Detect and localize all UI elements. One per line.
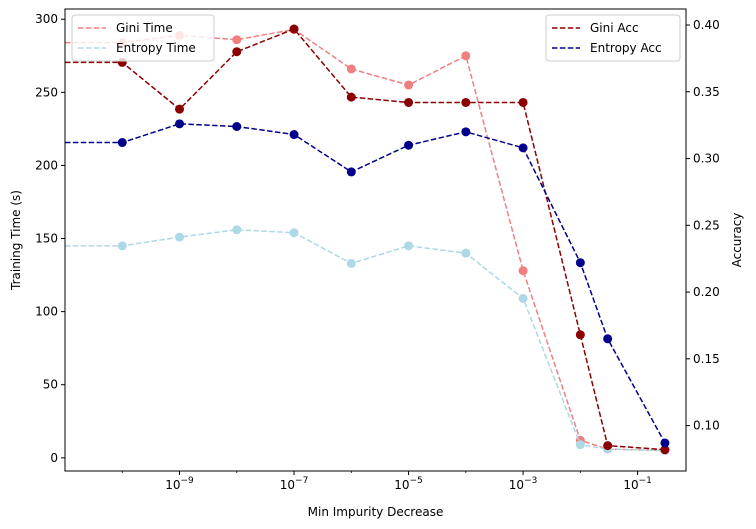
data-point-entropy-time (289, 228, 299, 238)
data-point-gini-time (346, 64, 356, 74)
data-point-entropy-time (575, 440, 585, 450)
data-point-entropy-time (518, 293, 528, 303)
data-point-entropy-acc (289, 130, 299, 140)
data-point-gini-time (404, 80, 414, 90)
x-tick-label: 10−5 (394, 476, 423, 492)
data-point-gini-acc (603, 441, 613, 451)
legend-frame (545, 14, 681, 62)
x-tick-label: 10−1 (623, 476, 652, 492)
y-right-tick-label: 0.30 (693, 152, 720, 166)
legend-frame (71, 14, 215, 62)
y-left-tick-label: 100 (35, 305, 58, 319)
data-point-gini-acc (660, 445, 670, 455)
y-left-tick-label: 300 (35, 12, 58, 26)
series-gini-acc (65, 24, 670, 455)
data-point-gini-acc (232, 47, 242, 57)
y-left-tick-label: 0 (50, 451, 58, 465)
data-point-gini-time (518, 266, 528, 276)
data-point-entropy-time (461, 248, 471, 258)
x-tick-label: 10−3 (509, 476, 538, 492)
legend-label: Entropy Time (116, 41, 196, 55)
data-point-entropy-acc (117, 138, 127, 148)
data-point-entropy-acc (603, 334, 613, 344)
y-axis-right-label: Accuracy (730, 213, 744, 268)
series-entropy-acc (65, 119, 670, 448)
data-point-entropy-time (175, 232, 185, 242)
y-right-tick-label: 0.10 (693, 419, 720, 433)
data-point-entropy-time (404, 241, 414, 251)
data-point-entropy-time (117, 241, 127, 251)
data-point-entropy-time (346, 258, 356, 268)
data-point-entropy-acc (232, 122, 242, 131)
data-point-entropy-acc (518, 143, 528, 153)
data-point-gini-acc (175, 104, 185, 114)
data-point-gini-acc (346, 92, 356, 102)
data-point-entropy-acc (404, 140, 414, 150)
series-line-entropy-time (65, 229, 665, 452)
series-line-entropy-acc (65, 123, 666, 444)
x-axis-label: Min Impurity Decrease (308, 505, 444, 519)
legend-upper-right: Gini Acc Entropy Acc (545, 14, 681, 62)
plot-frame (64, 8, 687, 472)
y-right-tick-label: 0.40 (693, 18, 720, 32)
data-point-gini-acc (575, 330, 585, 340)
x-tick-label: 10−7 (280, 476, 309, 492)
y-left-tick-label: 150 (35, 232, 58, 246)
y-right-tick-label: 0.25 (693, 218, 720, 232)
data-point-entropy-time (232, 225, 242, 235)
data-point-entropy-acc (346, 167, 356, 177)
data-point-entropy-acc (461, 127, 471, 137)
data-point-gini-time (461, 51, 471, 61)
axes-layer: 10−9 10−7 10−5 10−3 10−1 0 50 100 150 200 250 300 0.… (35, 12, 720, 492)
series-line-gini-acc (65, 28, 665, 451)
legend-label: Gini Time (116, 21, 173, 35)
data-point-entropy-acc (175, 119, 185, 129)
x-tick-label: 10−9 (165, 476, 194, 492)
data-point-gini-acc (518, 97, 528, 107)
y-left-tick-label: 250 (35, 85, 58, 99)
data-point-gini-time (232, 35, 242, 45)
legend-upper-left: Gini Time Entropy Time (71, 14, 215, 62)
legend-layer: Gini Time Entropy Time Gini Acc Entropy Acc (71, 14, 681, 62)
data-point-entropy-acc (660, 438, 670, 448)
y-left-tick-label: 200 (35, 158, 58, 172)
y-left-tick-label: 50 (43, 378, 58, 392)
y-right-tick-label: 0.15 (693, 352, 720, 366)
data-point-entropy-acc (575, 258, 585, 268)
y-right-tick-label: 0.35 (693, 85, 720, 99)
y-axis-left-label: Training Time (s) (9, 190, 23, 291)
data-point-gini-acc (289, 24, 299, 34)
data-point-gini-acc (404, 97, 414, 107)
y-right-tick-label: 0.20 (693, 285, 720, 299)
data-point-gini-acc (461, 97, 471, 107)
legend-label: Entropy Acc (590, 41, 662, 55)
legend-label: Gini Acc (590, 21, 639, 35)
